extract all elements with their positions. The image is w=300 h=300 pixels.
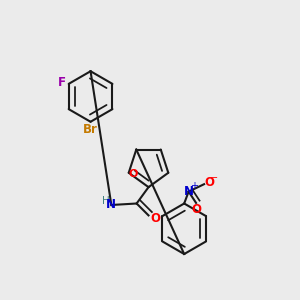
Text: +: + (190, 181, 198, 191)
Text: N: N (184, 185, 194, 198)
Text: −: − (209, 172, 218, 183)
Text: Br: Br (83, 123, 98, 136)
Text: O: O (150, 212, 160, 225)
Text: N: N (106, 198, 116, 211)
Text: H: H (102, 196, 110, 206)
Text: O: O (128, 169, 138, 179)
Text: O: O (204, 176, 214, 189)
Text: O: O (191, 203, 201, 216)
Text: F: F (58, 76, 66, 89)
